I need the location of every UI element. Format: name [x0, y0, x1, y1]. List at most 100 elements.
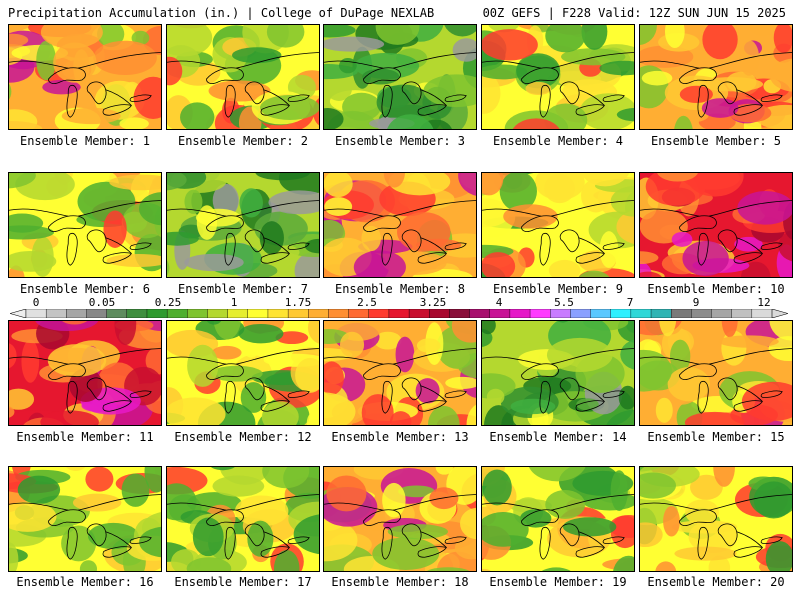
precip-blob — [167, 260, 170, 276]
colorbar-segment — [711, 309, 733, 318]
colorbar-segment — [630, 309, 652, 318]
precip-blob — [234, 495, 289, 527]
precip-blob — [741, 381, 792, 421]
precip-blob — [655, 397, 673, 423]
ensemble-member-map — [481, 24, 635, 130]
precip-blob — [684, 411, 745, 425]
border-line — [482, 52, 634, 106]
precip-blob — [679, 85, 713, 103]
precip-blob — [9, 501, 57, 532]
lake-outline — [717, 377, 738, 401]
precip-blob — [324, 173, 353, 198]
border-line — [482, 494, 634, 548]
lake-outline — [287, 390, 310, 398]
lake-outline — [381, 380, 393, 414]
precip-blob — [640, 25, 657, 45]
precip-blob — [184, 253, 244, 272]
border-line — [167, 200, 319, 254]
precip-blob — [103, 210, 127, 248]
colorbar-tick-label: 0 — [32, 296, 40, 309]
precip-blob — [769, 321, 792, 341]
member-label: Ensemble Member: 4 — [492, 134, 624, 148]
precip-blob — [211, 345, 242, 360]
precip-blob — [362, 68, 400, 85]
colorbar-tick-label: 1 — [230, 296, 238, 309]
precip-blob — [659, 321, 677, 337]
precip-blob — [482, 252, 516, 277]
precip-blob — [114, 321, 137, 346]
ensemble-member-map — [8, 172, 162, 278]
ensemble-member-map — [481, 466, 635, 572]
precip-blob — [426, 567, 470, 571]
lake-outline — [224, 232, 236, 266]
colorbar-tick-label: 5.5 — [554, 296, 574, 309]
precip-blob — [578, 270, 610, 277]
precip-blob — [667, 367, 711, 402]
precip-blob — [47, 344, 107, 377]
precip-blob — [671, 231, 693, 247]
lake-outline — [102, 400, 132, 412]
colorbar-segment — [146, 309, 168, 318]
lake-outline — [244, 377, 265, 401]
precip-blob — [361, 394, 394, 425]
lake-outline — [760, 390, 783, 398]
colorbar-segment — [650, 309, 672, 318]
precip-blob — [721, 321, 738, 338]
precip-blob — [196, 205, 218, 240]
precip-blob — [133, 76, 161, 119]
lake-outline — [417, 104, 447, 116]
border-line — [640, 494, 792, 548]
border-line — [324, 200, 476, 254]
lake-outline — [86, 229, 107, 253]
lake-outline — [381, 232, 393, 266]
lake-outline — [444, 390, 467, 398]
colorbar-segment — [731, 309, 753, 318]
precip-blob — [444, 25, 476, 37]
precip-blob — [579, 93, 634, 129]
precip-blob — [525, 81, 552, 96]
precip-blob — [35, 321, 99, 332]
precip-blob — [395, 336, 415, 373]
lake-outline — [260, 104, 290, 116]
ensemble-member-map — [323, 172, 477, 278]
member-label: Ensemble Member: 18 — [331, 575, 469, 589]
precip-blob — [545, 25, 586, 53]
colorbar-segment — [670, 309, 692, 318]
precip-blob — [610, 470, 628, 512]
ensemble-member-map — [481, 320, 635, 426]
precip-blob — [85, 467, 114, 492]
precip-blob — [765, 541, 792, 571]
precip-blob — [429, 487, 459, 510]
precip-blob — [62, 321, 88, 325]
precip-blob — [778, 230, 792, 262]
precip-field — [324, 467, 476, 571]
precip-blob — [387, 114, 434, 129]
precip-field — [167, 173, 319, 277]
precip-blob — [45, 467, 64, 470]
colorbar-tick-label: 1.75 — [284, 296, 312, 309]
precip-blob — [167, 173, 187, 191]
precip-blob — [545, 490, 586, 519]
precip-blob — [361, 225, 381, 252]
border-line — [167, 348, 319, 402]
lake-outline — [129, 242, 152, 250]
precip-blob — [186, 557, 232, 571]
precip-field — [167, 467, 319, 571]
lake-outline — [444, 536, 467, 544]
precip-blob — [599, 60, 634, 76]
precip-blob — [275, 331, 309, 345]
precip-blob — [53, 42, 97, 83]
member-label: Ensemble Member: 8 — [334, 282, 466, 296]
run-valid-time: 00Z GEFS | F228 Valid: 12Z SUN JUN 15 20… — [482, 6, 786, 20]
precip-blob — [9, 33, 29, 47]
precip-blob — [66, 467, 86, 472]
precip-blob — [294, 252, 319, 277]
lake-outline — [539, 232, 551, 266]
precip-blob — [208, 80, 271, 102]
lake-outline — [381, 84, 393, 118]
colorbar-segment — [328, 309, 349, 318]
precip-blob — [686, 173, 744, 197]
colorbar-segment — [267, 309, 289, 318]
member-label: Ensemble Member: 13 — [331, 430, 469, 444]
precip-blob — [581, 25, 608, 50]
